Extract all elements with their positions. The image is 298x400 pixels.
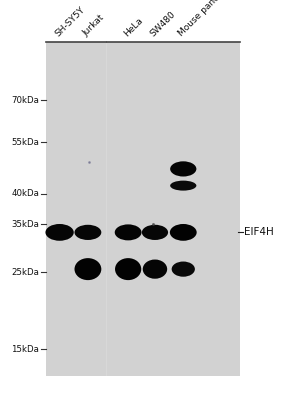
Ellipse shape bbox=[170, 161, 196, 176]
Text: 70kDa: 70kDa bbox=[11, 96, 39, 105]
Ellipse shape bbox=[170, 224, 197, 241]
Ellipse shape bbox=[45, 224, 74, 241]
Ellipse shape bbox=[142, 225, 168, 240]
Ellipse shape bbox=[74, 225, 101, 240]
Ellipse shape bbox=[172, 262, 195, 277]
Text: Mouse pancreas: Mouse pancreas bbox=[177, 0, 235, 38]
Ellipse shape bbox=[143, 260, 167, 279]
Text: SW480: SW480 bbox=[149, 9, 177, 38]
Bar bbox=[46, 42, 106, 376]
Ellipse shape bbox=[74, 258, 101, 280]
Text: 25kDa: 25kDa bbox=[11, 268, 39, 277]
Text: 35kDa: 35kDa bbox=[11, 220, 39, 228]
Ellipse shape bbox=[115, 258, 141, 280]
Text: SH-SY5Y: SH-SY5Y bbox=[53, 5, 86, 38]
Text: EIF4H: EIF4H bbox=[244, 227, 274, 237]
Text: HeLa: HeLa bbox=[122, 16, 144, 38]
Text: 55kDa: 55kDa bbox=[11, 138, 39, 147]
Ellipse shape bbox=[115, 224, 142, 240]
Bar bbox=[107, 42, 240, 376]
Text: 15kDa: 15kDa bbox=[11, 345, 39, 354]
Ellipse shape bbox=[170, 181, 196, 191]
Bar bbox=[46, 42, 238, 376]
Text: Jurkat: Jurkat bbox=[82, 13, 107, 38]
Text: 40kDa: 40kDa bbox=[11, 190, 39, 198]
